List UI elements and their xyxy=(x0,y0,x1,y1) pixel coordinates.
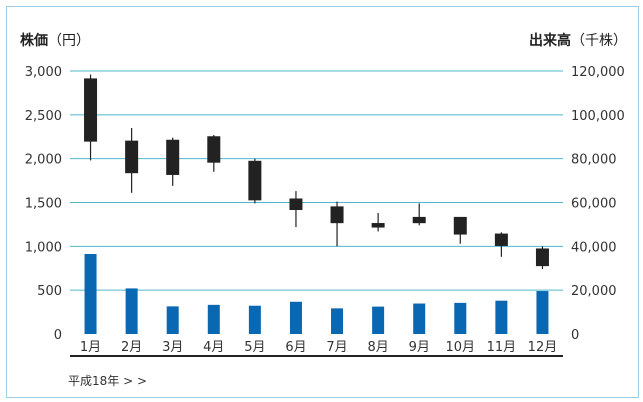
candle-body xyxy=(453,216,467,235)
volume-bar xyxy=(84,254,97,334)
left-axis-label: 株価 xyxy=(20,33,48,49)
footnote: 平成18年 > > xyxy=(68,374,148,388)
candle-body xyxy=(166,139,180,175)
right-tick-label: 0 xyxy=(571,328,579,343)
candle-body xyxy=(494,233,508,246)
volume-bar xyxy=(289,301,302,334)
volume-bar xyxy=(331,308,344,334)
x-tick-label: 5月 xyxy=(244,340,265,355)
volume-bar xyxy=(166,306,179,334)
volume-bar xyxy=(125,288,138,334)
x-tick-label: 11月 xyxy=(487,340,517,355)
right-axis-title: 出来高（千株） xyxy=(529,30,627,50)
volume-bar xyxy=(536,291,549,334)
right-tick-label: 40,000 xyxy=(571,240,617,255)
chart-frame xyxy=(6,6,639,398)
volume-bar xyxy=(454,302,467,334)
left-tick-label: 3,000 xyxy=(25,65,62,80)
candle-body xyxy=(248,160,262,201)
x-tick-label: 12月 xyxy=(528,340,558,355)
volume-bar xyxy=(495,300,508,334)
x-tick-label: 8月 xyxy=(367,340,388,355)
volume-bar xyxy=(248,305,261,334)
right-tick-label: 80,000 xyxy=(571,153,617,168)
x-tick-label: 9月 xyxy=(409,340,430,355)
volume-bar xyxy=(207,304,220,334)
x-tick-label: 6月 xyxy=(285,340,306,355)
x-tick-label: 7月 xyxy=(326,340,347,355)
candle-body xyxy=(125,140,139,174)
candle-body xyxy=(330,206,344,224)
candle-body xyxy=(412,216,426,224)
volume-bar xyxy=(372,306,385,334)
candle-body xyxy=(289,198,303,211)
x-tick-label: 4月 xyxy=(203,340,224,355)
left-axis-title: 株価（円） xyxy=(20,30,90,50)
left-tick-label: 500 xyxy=(37,284,62,299)
x-tick-label: 10月 xyxy=(446,340,476,355)
left-tick-label: 1,500 xyxy=(25,197,62,212)
left-tick-label: 2,000 xyxy=(25,153,62,168)
right-tick-label: 100,000 xyxy=(571,109,625,124)
right-axis-unit: （千株） xyxy=(571,33,627,49)
candle-body xyxy=(535,248,549,267)
candle-body xyxy=(84,78,98,142)
x-tick-label: 2月 xyxy=(121,340,142,355)
x-tick-label: 1月 xyxy=(80,340,101,355)
right-tick-label: 120,000 xyxy=(571,65,625,80)
candle-body xyxy=(371,223,385,228)
right-axis-label: 出来高 xyxy=(529,33,571,49)
left-tick-label: 0 xyxy=(54,328,62,343)
candle-body xyxy=(207,136,221,163)
right-tick-label: 60,000 xyxy=(571,197,617,212)
volume-bar xyxy=(413,303,426,334)
x-tick-label: 3月 xyxy=(162,340,183,355)
right-tick-label: 20,000 xyxy=(571,284,617,299)
left-axis-unit: （円） xyxy=(48,33,90,49)
left-tick-label: 2,500 xyxy=(25,109,62,124)
left-tick-label: 1,000 xyxy=(25,240,62,255)
